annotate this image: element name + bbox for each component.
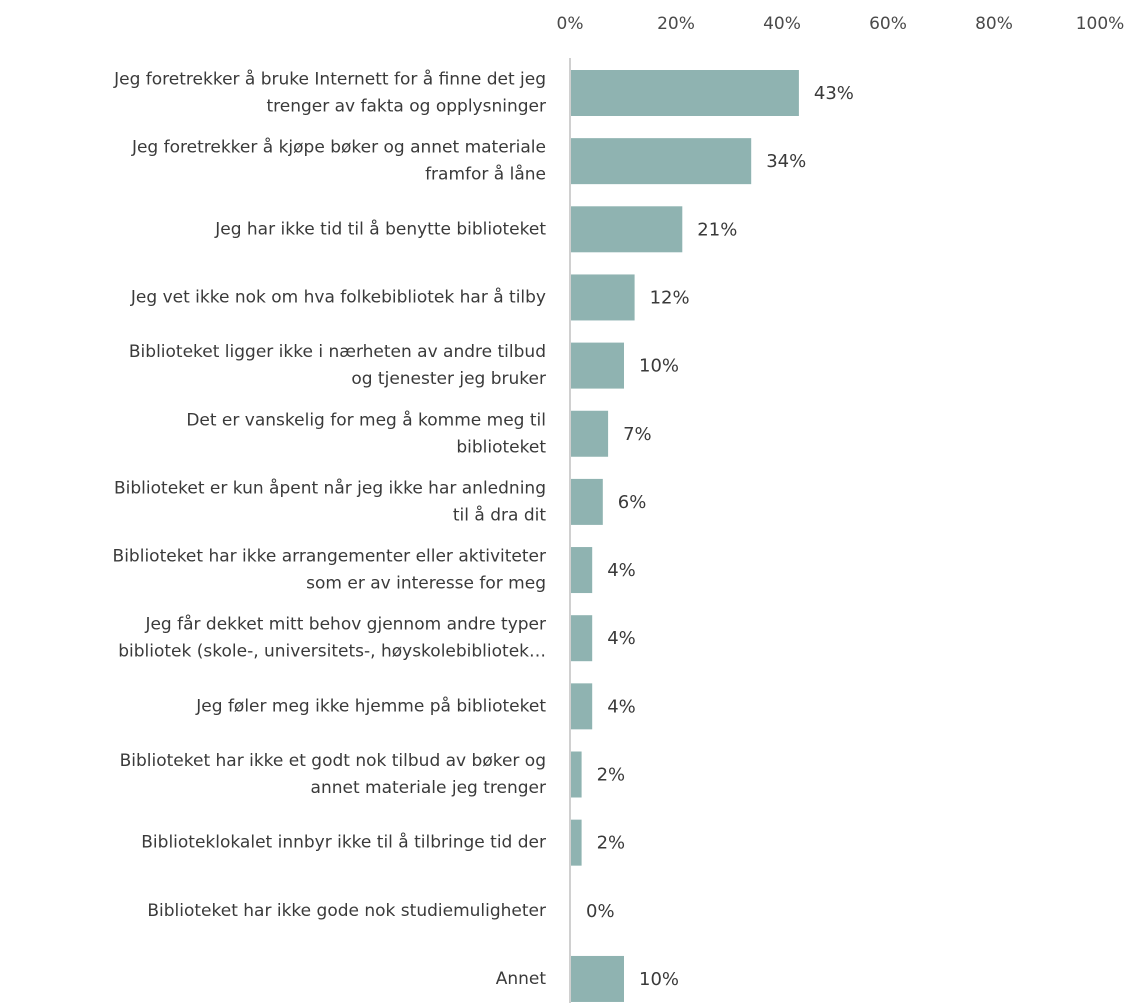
category-label-line: til å dra dit <box>453 504 546 525</box>
category-label-line: Biblioteket har ikke et godt nok tilbud … <box>120 751 546 771</box>
category-label-line: Jeg foretrekker å kjøpe bøker og annet m… <box>131 137 546 158</box>
data-label: 2% <box>597 833 626 854</box>
bar <box>571 547 593 594</box>
category-label-line: Det er vanskelig for meg å komme meg til <box>186 409 546 430</box>
bar <box>571 478 603 525</box>
bar <box>571 955 624 1002</box>
category-label-line: Biblioteket ligger ikke i nærheten av an… <box>129 342 546 362</box>
data-label: 4% <box>607 628 636 649</box>
category-label: Biblioteklokalet innbyr ikke til å tilbr… <box>141 832 546 853</box>
category-label-line: trenger av fakta og opplysninger <box>266 97 546 117</box>
data-label: 43% <box>814 83 854 104</box>
category-label-line: Jeg føler meg ikke hjemme på biblioteket <box>195 695 546 716</box>
category-label: Jeg har ikke tid til å benytte bibliotek… <box>214 218 546 239</box>
x-tick-label: 20% <box>657 14 695 34</box>
data-label: 4% <box>607 560 636 581</box>
category-label-line: Jeg har ikke tid til å benytte bibliotek… <box>214 218 546 239</box>
data-label: 4% <box>607 696 636 717</box>
category-label-line: Biblioteklokalet innbyr ikke til å tilbr… <box>141 832 546 853</box>
category-label-line: som er av interesse for meg <box>306 574 546 594</box>
category-label-line: Jeg får dekket mitt behov gjennom andre … <box>144 614 546 635</box>
bar <box>571 70 799 116</box>
category-label-line: annet materiale jeg trenger <box>311 778 546 798</box>
category-label: Jeg foretrekker å bruke Internett for å … <box>113 69 546 117</box>
x-tick-label: 80% <box>975 14 1013 34</box>
category-label: Jeg vet ikke nok om hva folkebibliotek h… <box>130 286 546 307</box>
category-label-line: og tjenester jeg bruker <box>351 369 546 389</box>
data-label: 10% <box>639 356 679 377</box>
category-label-line: Jeg vet ikke nok om hva folkebibliotek h… <box>130 286 546 307</box>
bar <box>571 206 683 253</box>
bar <box>571 274 635 321</box>
x-axis: 0% 20% 40% 60% 80% 100% <box>557 14 1125 1003</box>
category-label: Biblioteket har ikke et godt nok tilbud … <box>120 751 546 798</box>
data-label: 0% <box>586 901 615 922</box>
category-label: Annet <box>496 969 547 989</box>
category-label: Biblioteket er kun åpent når jeg ikke ha… <box>114 477 546 525</box>
category-label-line: biblioteket <box>456 437 546 457</box>
data-label: 10% <box>639 969 679 990</box>
data-labels-group: 43% 34% 21% 12% 10% 7% 6% 4% 4% 4% 2% 2% 0% 10% <box>586 83 854 990</box>
bars-group <box>571 70 799 1002</box>
data-label: 6% <box>618 492 647 513</box>
bar <box>571 751 582 798</box>
x-tick-label: 60% <box>869 14 907 34</box>
data-label: 2% <box>597 765 626 786</box>
bar <box>571 138 752 185</box>
data-label: 34% <box>766 151 806 172</box>
category-label: Det er vanskelig for meg å komme meg til… <box>186 409 546 457</box>
data-label: 12% <box>650 287 690 308</box>
x-tick-label: 100% <box>1076 14 1125 34</box>
category-label: Jeg får dekket mitt behov gjennom andre … <box>118 614 546 662</box>
bar <box>571 410 609 457</box>
bar <box>571 615 593 662</box>
category-label: Biblioteket har ikke arrangementer eller… <box>113 547 546 594</box>
category-label-line: Biblioteket har ikke arrangementer eller… <box>113 547 546 567</box>
bar <box>571 342 624 389</box>
category-label-line: Annet <box>496 969 547 989</box>
data-label: 7% <box>623 424 652 445</box>
category-label: Jeg foretrekker å kjøpe bøker og annet m… <box>131 137 546 185</box>
category-label-line: Biblioteket har ikke gode nok studiemuli… <box>147 901 546 921</box>
category-label-line: framfor å låne <box>425 164 546 185</box>
x-tick-label: 40% <box>763 14 801 34</box>
data-label: 21% <box>697 219 737 240</box>
category-label: Biblioteket ligger ikke i nærheten av an… <box>129 342 546 389</box>
bar <box>571 819 582 866</box>
category-labels-group: Jeg foretrekker å bruke Internett for å … <box>113 69 547 989</box>
category-label-line: Biblioteket er kun åpent når jeg ikke ha… <box>114 477 546 498</box>
category-label-line: Jeg foretrekker å bruke Internett for å … <box>113 69 546 90</box>
category-label-line: bibliotek (skole-, universitets-, høysko… <box>118 642 546 662</box>
bar <box>571 683 593 730</box>
category-label: Jeg føler meg ikke hjemme på biblioteket <box>195 695 546 716</box>
category-label: Biblioteket har ikke gode nok studiemuli… <box>147 901 546 921</box>
x-tick-label: 0% <box>557 14 584 34</box>
